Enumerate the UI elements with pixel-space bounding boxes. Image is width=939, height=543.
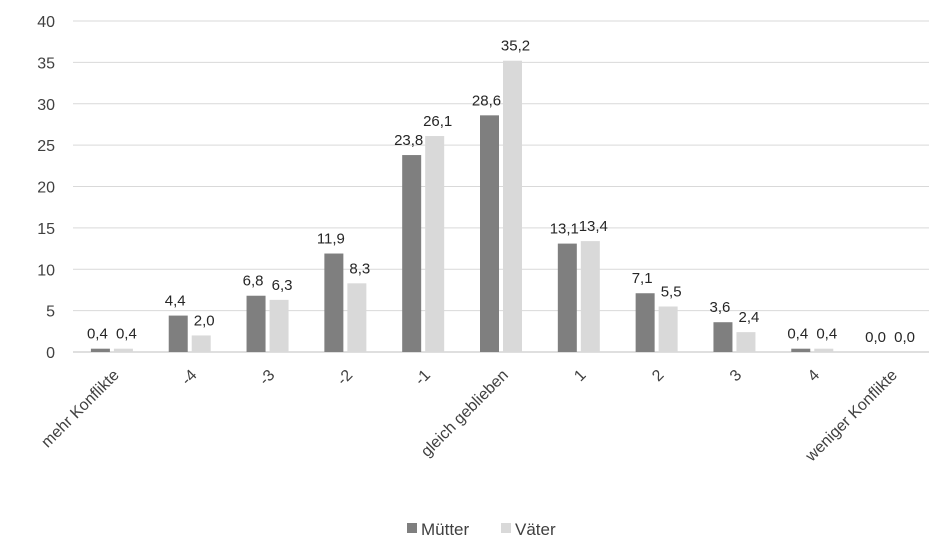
y-tick-label: 5: [46, 304, 55, 321]
bar-muetter-7: [635, 293, 655, 352]
data-label: 7,1: [632, 270, 653, 287]
data-label: 0,4: [816, 326, 837, 343]
data-label: 5,5: [661, 283, 682, 300]
bar-vaeter-0: [113, 348, 133, 352]
bar-muetter-9: [791, 348, 811, 352]
data-label: 13,4: [579, 218, 608, 235]
x-tick-label: mehr Konflikte: [38, 367, 122, 451]
bar-muetter-8: [713, 322, 733, 352]
legend-swatch-vaeter: [501, 523, 511, 533]
x-tick-label: 3: [727, 367, 745, 385]
y-tick-label: 25: [37, 138, 55, 155]
y-tick-label: 20: [37, 180, 55, 197]
data-label: 11,9: [317, 231, 345, 248]
x-tick-label: -2: [334, 367, 356, 389]
x-tick-label: 2: [649, 367, 667, 385]
x-tick-label: -1: [412, 367, 434, 389]
bar-muetter-5: [480, 115, 499, 353]
bar-muetter-2: [246, 295, 266, 352]
bar-vaeter-9: [814, 348, 834, 352]
data-label: 23,8: [394, 132, 423, 149]
bar-vaeter-2: [269, 299, 289, 352]
data-label: 2,4: [739, 309, 760, 326]
data-label: 6,3: [272, 277, 293, 294]
legend-label-muetter: Mütter: [421, 520, 470, 539]
data-label: 8,3: [349, 260, 370, 277]
y-tick-label: 30: [37, 97, 55, 114]
bar-vaeter-1: [191, 335, 211, 352]
data-label: 0,4: [116, 326, 137, 343]
x-tick-label: -4: [178, 367, 200, 389]
y-tick-label: 35: [37, 55, 55, 72]
x-tick-label: 1: [571, 367, 589, 385]
data-label: 2,0: [194, 312, 215, 329]
bar-muetter-1: [168, 315, 188, 352]
data-label: 4,4: [165, 293, 186, 310]
bar-muetter-0: [90, 348, 110, 352]
data-label: 28,6: [472, 92, 501, 109]
bar-muetter-4: [402, 155, 422, 352]
x-tick-label: gleich geblieben: [418, 367, 512, 461]
y-tick-label: 40: [37, 14, 55, 31]
x-tick-label: 4: [805, 367, 823, 385]
x-tick-label: -3: [256, 367, 278, 389]
data-label: 0,0: [865, 329, 886, 346]
y-tick-label: 15: [37, 221, 55, 238]
bar-vaeter-6: [580, 241, 600, 352]
data-label: 0,4: [87, 326, 108, 343]
data-label: 13,1: [550, 221, 579, 238]
bar-vaeter-5: [503, 60, 522, 352]
data-label: 6,8: [243, 273, 264, 290]
bar-muetter-6: [557, 243, 577, 352]
y-tick-label: 10: [37, 262, 55, 279]
bar-vaeter-8: [736, 332, 756, 352]
bar-vaeter-7: [658, 306, 678, 352]
data-label: 0,0: [894, 329, 915, 346]
legend-label-vaeter: Väter: [515, 520, 556, 539]
data-label: 3,6: [710, 299, 731, 316]
bar-vaeter-4: [425, 136, 445, 352]
data-label: 0,4: [787, 326, 808, 343]
data-label: 26,1: [423, 113, 452, 130]
legend-swatch-muetter: [407, 523, 417, 533]
bar-muetter-3: [324, 253, 344, 352]
data-label: 35,2: [501, 38, 530, 55]
bar-vaeter-3: [347, 283, 367, 352]
y-tick-label: 0: [46, 345, 55, 362]
